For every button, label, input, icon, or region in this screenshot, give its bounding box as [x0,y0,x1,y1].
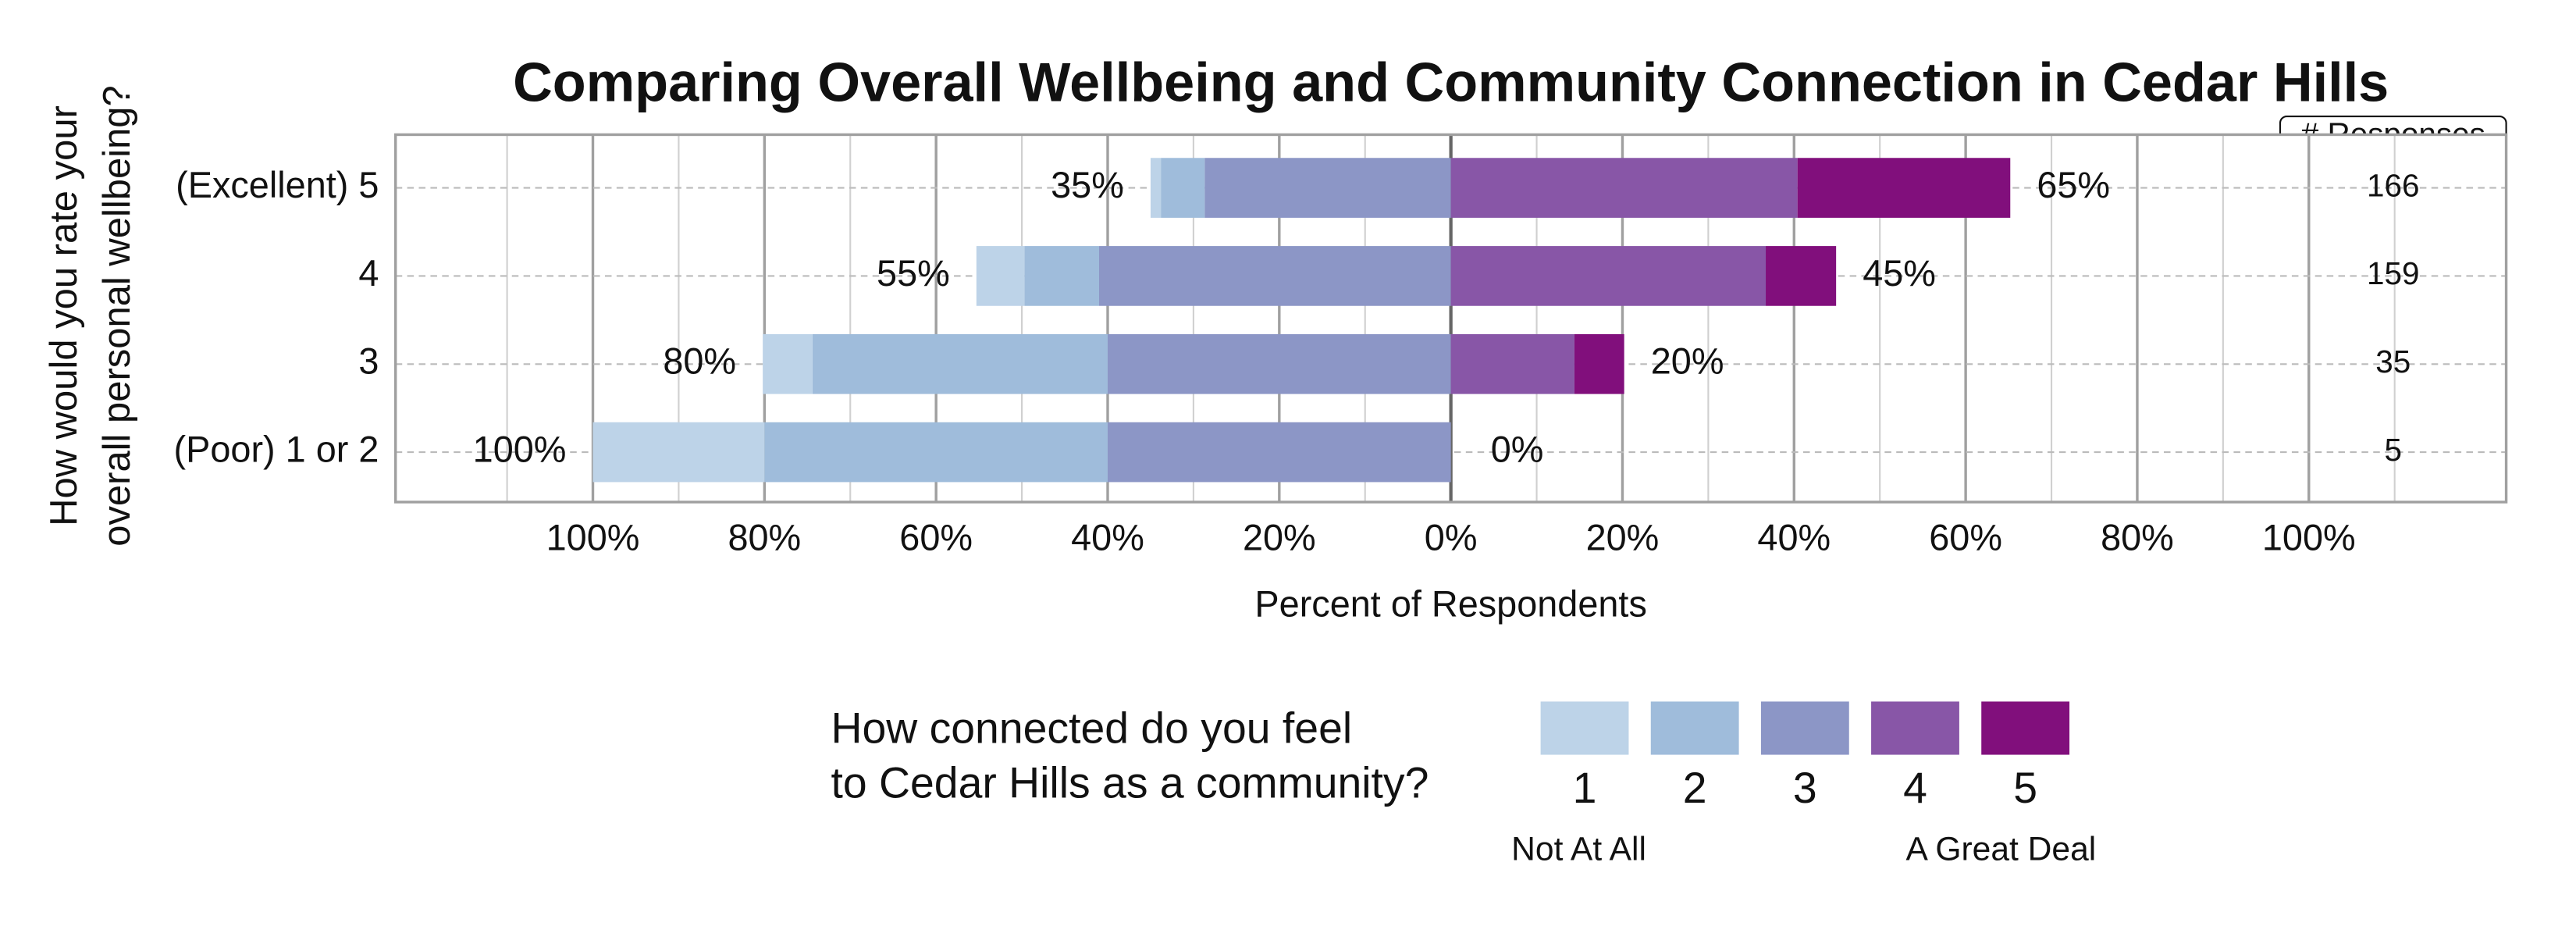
x-tick-label: 100% [2262,517,2356,558]
response-count: 35 [2375,344,2411,379]
bar-segment [976,246,1025,306]
legend-swatch [1981,701,2070,755]
bar-segment [1450,158,1798,218]
bar-segment [1161,158,1205,218]
chart-title: Comparing Overall Wellbeing and Communit… [513,51,2389,112]
left-total-label: 35% [1051,165,1124,205]
legend-title-line: How connected do you feel [831,704,1353,752]
legend-title-line: to Cedar Hills as a community? [831,759,1429,807]
legend-label: 4 [1903,764,1927,812]
bar-segment [1574,333,1624,394]
response-count: 166 [2367,167,2419,203]
x-tick-label: 0% [1425,517,1478,558]
bar-segment [592,422,765,483]
left-total-label: 55% [877,253,950,294]
x-tick-label: 80% [2101,517,2174,558]
x-tick-label: 20% [1243,517,1316,558]
bar-segment [763,333,813,394]
legend-swatch [1760,701,1849,755]
x-axis-title: Percent of Respondents [1254,583,1646,624]
legend-low-label: Not At All [1511,830,1646,868]
legend-swatch [1650,701,1739,755]
right-total-label: 20% [1651,341,1724,382]
x-tick-label: 20% [1586,517,1660,558]
bar-segment [1797,158,2011,218]
bar-segment [764,422,1108,483]
bar-segment [1450,246,1767,306]
y-tick-label: (Excellent) 5 [176,165,379,205]
x-tick-label: 100% [546,517,640,558]
left-total-label: 100% [473,429,567,469]
legend-label: 2 [1683,764,1707,812]
y-tick-label: 4 [358,253,379,294]
response-count: 5 [2385,432,2403,468]
right-total-label: 65% [2037,165,2110,205]
x-tick-label: 60% [899,517,973,558]
plot-frame [394,133,2508,504]
legend-label: 5 [2013,764,2037,812]
x-tick-label: 80% [728,517,801,558]
bar-segment [1099,246,1451,306]
x-tick-label: 40% [1757,517,1831,558]
bar-segment [812,333,1108,394]
y-tick-label: 3 [358,341,379,382]
legend-swatch [1871,701,1959,755]
y-tick-label: (Poor) 1 or 2 [174,429,379,469]
x-tick-label: 60% [1929,517,2002,558]
bar-segment [1150,158,1162,218]
legend-label: 3 [1793,764,1817,812]
bar-segment [1766,246,1837,306]
legend-label: 1 [1573,764,1597,812]
y-axis-title: How would you rate your overall personal… [43,85,138,547]
bar-segment [1107,422,1451,483]
right-total-label: 45% [1863,253,1936,294]
bar-segment [1107,333,1451,394]
bar-segment [1204,158,1451,218]
bar-segment [1024,246,1100,306]
bar-segment [1450,333,1574,394]
y-axis-title-line: overall personal wellbeing? [96,85,138,547]
response-count: 159 [2367,255,2419,291]
legend-high-label: A Great Deal [1905,830,2096,868]
x-tick-label: 40% [1071,517,1144,558]
y-axis-title-line: How would you rate your [43,105,85,526]
legend-swatch [1540,701,1629,755]
right-total-label: 0% [1491,429,1544,469]
left-total-label: 80% [663,341,736,382]
